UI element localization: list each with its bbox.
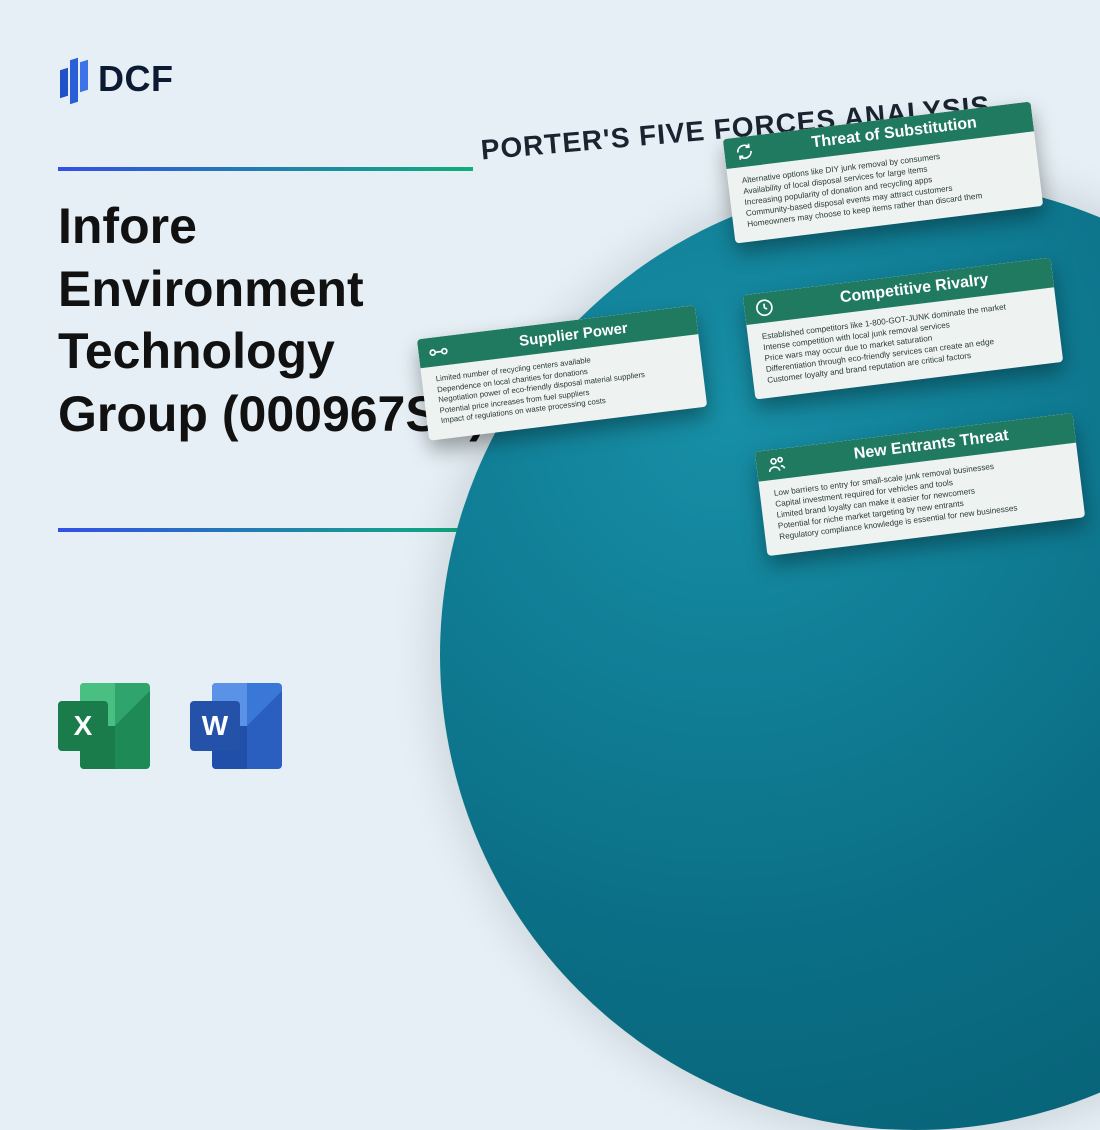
refresh-icon	[733, 141, 755, 163]
people-icon	[765, 453, 787, 475]
divider-bottom	[58, 528, 473, 532]
divider-top	[58, 167, 473, 171]
page-title: Infore Environment Technology Group (000…	[58, 195, 488, 445]
word-icon[interactable]: W	[190, 683, 282, 769]
brand-name: DCF	[98, 58, 174, 100]
link-icon	[427, 340, 449, 362]
clock-icon	[753, 297, 775, 319]
page-root: DCF Infore Environment Technology Group …	[0, 0, 1100, 817]
brand-logo-icon	[60, 55, 88, 103]
file-icons-row: X W	[58, 683, 282, 769]
excel-letter: X	[58, 701, 108, 751]
brand-logo: DCF	[60, 55, 174, 103]
word-letter: W	[190, 701, 240, 751]
excel-icon[interactable]: X	[58, 683, 150, 769]
